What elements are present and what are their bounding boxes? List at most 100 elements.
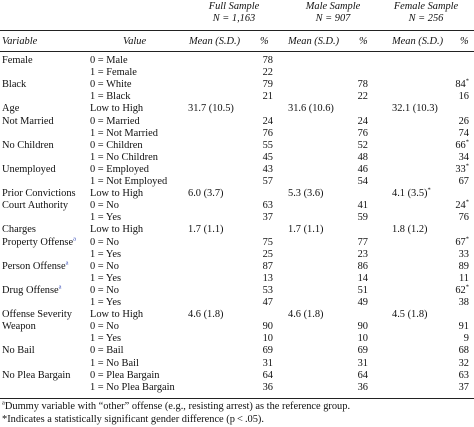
cell-male-pct: 48 — [335, 152, 368, 164]
cell-value: 90 — [357, 321, 368, 333]
header-rule-bottom — [0, 51, 474, 52]
cell-female-pct: 63 — [436, 370, 469, 382]
cell-value: 4.5 (1.8) — [392, 309, 428, 321]
cell-value: 0 = Plea Bargain — [90, 370, 190, 382]
col-header-mean-female: Mean (S.D.) — [392, 36, 444, 47]
cell-value: 0 = Male — [90, 55, 128, 66]
cell-value: 76 — [357, 127, 368, 139]
variable-label: Prior Convictions — [2, 188, 76, 200]
cell-male-pct: 49 — [335, 297, 368, 309]
col-header-value: Value — [123, 36, 147, 47]
cell-value: 48 — [357, 151, 368, 163]
cell-value: 0 = No — [90, 200, 119, 212]
significance-marker: * — [465, 283, 469, 291]
cell-male-mean: 1.7 (1.1) — [288, 224, 348, 236]
col-header-pct-male: % — [359, 36, 368, 47]
cell-full-pct: 31 — [240, 358, 273, 370]
cell-variable: No Plea Bargain — [2, 370, 120, 382]
group-n-female: N = 256 — [408, 13, 444, 24]
cell-variable: No Children — [2, 140, 120, 152]
cell-full-pct: 24 — [240, 116, 273, 128]
cell-value: 25 — [262, 248, 273, 260]
cell-value: 45 — [262, 151, 273, 163]
cell-value: 14 — [357, 272, 368, 284]
cell-value: 1 = No Bail — [90, 357, 139, 369]
col-header-pct-female: % — [460, 36, 469, 47]
cell-value: 1 = Yes — [90, 248, 121, 260]
cell-female-pct: 74 — [436, 128, 469, 140]
cell-male-pct: 14 — [335, 273, 368, 285]
cell-female-pct: 24* — [436, 199, 469, 212]
cell-value: 26 — [458, 115, 469, 127]
cell-value: 0 = Married — [90, 115, 140, 127]
cell-male-mean: 5.3 (3.6) — [288, 188, 348, 200]
cell-full-pct: 57 — [240, 176, 273, 188]
cell-full-pct: 79 — [240, 79, 273, 91]
cell-value: 33 — [458, 248, 469, 260]
cell-value: 1 = Yes — [90, 297, 190, 309]
cell-value: 67 — [458, 176, 469, 187]
cell-value: 79 — [262, 79, 273, 91]
cell-value: 13 — [262, 272, 273, 284]
cell-value: Low to High — [90, 224, 144, 236]
cell-female-pct: 9 — [436, 333, 469, 345]
cell-value: 1 = Female — [90, 67, 190, 79]
cell-value: Low to High — [90, 188, 190, 200]
cell-value: 1 = Yes — [90, 273, 190, 285]
cell-variable: Property Offensea — [2, 235, 120, 249]
variable-label: Not Married — [2, 115, 54, 127]
cell-value: 4.1 (3.5) — [392, 188, 428, 200]
cell-female-pct: 76 — [436, 212, 469, 224]
cell-value: 34 — [458, 151, 469, 163]
cell-female-pct: 67 — [436, 176, 469, 188]
cell-value: 1 = Not Employed — [90, 176, 190, 188]
cell-value: 69 — [357, 345, 368, 357]
cell-male-pct: 69 — [335, 345, 368, 357]
cell-value: 0 = White — [90, 79, 132, 91]
cell-value: 66 — [455, 139, 466, 151]
footnote-marker: a — [58, 283, 62, 291]
variable-label: Female — [2, 55, 33, 66]
cell-full-pct: 25 — [240, 249, 273, 261]
cell-value: 24 — [357, 115, 368, 127]
cell-value: 62 — [455, 284, 466, 296]
cell-female-pct: 89 — [436, 261, 469, 273]
cell-value: 0 = Children — [90, 140, 190, 152]
variable-label: Charges — [2, 224, 36, 236]
significance-marker: * — [427, 186, 431, 194]
cell-value: 78 — [357, 79, 368, 91]
cell-value: 0 = Children — [90, 139, 143, 151]
cell-value: 37 — [458, 381, 469, 393]
cell-value: 0 = No — [90, 285, 190, 297]
cell-male-pct: 46 — [335, 164, 368, 176]
cell-variable: Charges — [2, 224, 120, 236]
cell-variable: Court Authority — [2, 200, 120, 212]
cell-value: 1 = Not Married — [90, 128, 190, 140]
cell-value: 6.0 (3.7) — [188, 188, 224, 200]
cell-value: Low to High — [90, 103, 144, 115]
cell-value: Low to High — [90, 309, 144, 321]
cell-value: Low to High — [90, 103, 190, 115]
header-rule-top — [0, 30, 474, 31]
cell-value: 0 = Male — [90, 55, 190, 67]
cell-variable: Age — [2, 103, 120, 115]
cell-value: 31.7 (10.5) — [188, 103, 234, 115]
cell-variable: Offense Severity — [2, 309, 120, 321]
cell-value: 11 — [458, 272, 469, 284]
cell-male-pct: 78 — [335, 79, 368, 91]
cell-value: 77 — [357, 236, 368, 248]
cell-value: 1 = Black — [90, 91, 190, 103]
cell-value: 51 — [357, 284, 368, 296]
group-n-male: N = 907 — [315, 13, 351, 24]
cell-value: 41 — [357, 200, 368, 212]
cell-male-pct: 23 — [335, 249, 368, 261]
cell-female-mean: 1.8 (1.2) — [392, 224, 452, 236]
cell-variable: Not Married — [2, 116, 120, 128]
cell-value: 46 — [357, 163, 368, 175]
cell-value: 4.6 (1.8) — [288, 309, 324, 321]
cell-female-pct: 91 — [436, 321, 469, 333]
cell-variable: Female — [2, 55, 120, 67]
cell-full-pct: 47 — [240, 297, 273, 309]
cell-value: 22 — [262, 67, 273, 79]
cell-value: 0 = No — [90, 321, 190, 333]
